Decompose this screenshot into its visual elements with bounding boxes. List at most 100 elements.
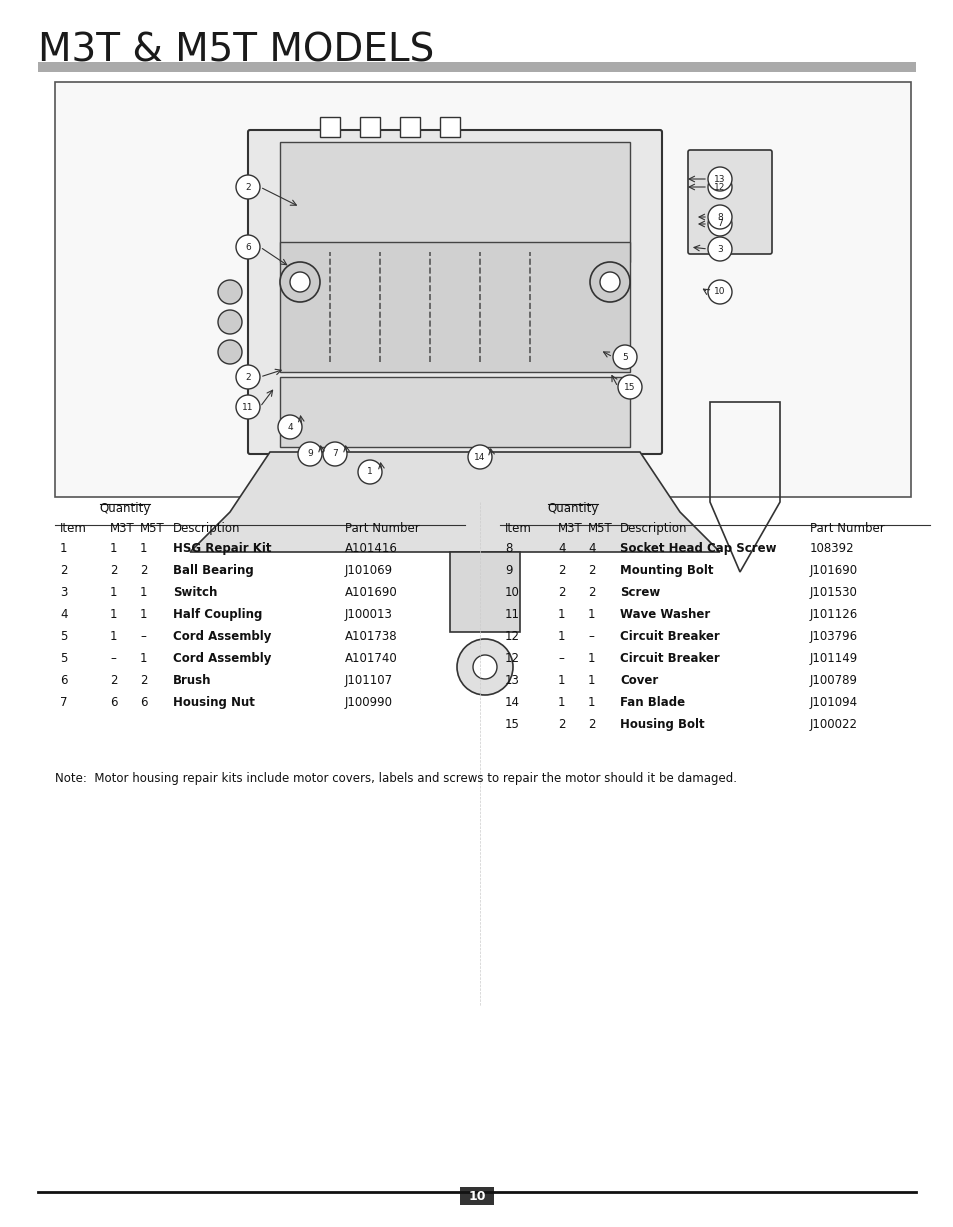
Bar: [359, 117, 379, 137]
Text: 1: 1: [558, 674, 565, 687]
Text: 7: 7: [332, 449, 337, 459]
Circle shape: [280, 263, 319, 302]
Bar: [399, 117, 419, 137]
Text: Note:  Motor housing repair kits include motor covers, labels and screws to repa: Note: Motor housing repair kits include …: [55, 772, 737, 785]
Text: Screw: Screw: [619, 587, 659, 599]
Text: 14: 14: [504, 696, 519, 709]
Text: Brush: Brush: [172, 674, 212, 687]
Text: 2: 2: [110, 674, 117, 687]
Text: –: –: [110, 652, 115, 665]
Text: 1: 1: [558, 629, 565, 643]
Text: 3: 3: [717, 244, 722, 254]
Text: Switch: Switch: [172, 587, 217, 599]
Circle shape: [707, 237, 731, 261]
Text: 6: 6: [60, 674, 68, 687]
Text: J100789: J100789: [809, 674, 857, 687]
Text: 1: 1: [140, 542, 148, 555]
Text: 6: 6: [245, 243, 251, 252]
Text: J101126: J101126: [809, 609, 858, 621]
Circle shape: [468, 445, 492, 469]
Text: 1: 1: [140, 609, 148, 621]
Text: A101690: A101690: [345, 587, 397, 599]
Text: 12: 12: [714, 183, 725, 191]
Text: 8: 8: [717, 212, 722, 222]
Text: Cord Assembly: Cord Assembly: [172, 629, 271, 643]
Text: 5: 5: [60, 629, 68, 643]
Text: 7: 7: [60, 696, 68, 709]
Text: 1: 1: [110, 587, 117, 599]
Text: Wave Washer: Wave Washer: [619, 609, 709, 621]
Text: J101530: J101530: [809, 587, 857, 599]
Text: 10: 10: [468, 1190, 485, 1204]
Text: 11: 11: [242, 402, 253, 411]
Text: 4: 4: [558, 542, 565, 555]
Text: Circuit Breaker: Circuit Breaker: [619, 652, 719, 665]
Circle shape: [235, 175, 260, 199]
Text: 4: 4: [587, 542, 595, 555]
Circle shape: [218, 310, 242, 334]
Text: Socket Head Cap Screw: Socket Head Cap Screw: [619, 542, 776, 555]
Text: 1: 1: [587, 652, 595, 665]
Text: HSG Repair Kit: HSG Repair Kit: [172, 542, 272, 555]
Text: 14: 14: [474, 453, 485, 461]
Text: 1: 1: [558, 696, 565, 709]
Text: 1: 1: [140, 652, 148, 665]
Text: 4: 4: [60, 609, 68, 621]
Text: M5T: M5T: [587, 521, 612, 535]
Bar: [280, 377, 629, 447]
Text: –: –: [587, 629, 594, 643]
Circle shape: [323, 442, 347, 466]
Text: 13: 13: [504, 674, 519, 687]
Circle shape: [218, 280, 242, 304]
Text: Cover: Cover: [619, 674, 658, 687]
Text: 5: 5: [621, 352, 627, 362]
Text: 2: 2: [587, 587, 595, 599]
Text: 6: 6: [140, 696, 148, 709]
Text: M5T: M5T: [140, 521, 165, 535]
Bar: [55, 82, 910, 497]
Text: A101738: A101738: [345, 629, 397, 643]
Text: 2: 2: [587, 718, 595, 731]
Circle shape: [707, 205, 731, 229]
Circle shape: [613, 345, 637, 369]
Text: 1: 1: [587, 609, 595, 621]
Circle shape: [218, 340, 242, 364]
Text: 2: 2: [140, 564, 148, 577]
Circle shape: [290, 272, 310, 292]
Bar: [459, 1187, 494, 1205]
Text: J101069: J101069: [345, 564, 393, 577]
Text: M3T: M3T: [558, 521, 582, 535]
Text: 2: 2: [245, 373, 251, 382]
Text: 1: 1: [367, 467, 373, 476]
Text: 13: 13: [714, 174, 725, 184]
Text: Ball Bearing: Ball Bearing: [172, 564, 253, 577]
Bar: [319, 117, 339, 137]
Text: 9: 9: [307, 449, 313, 459]
Text: M3T & M5T MODELS: M3T & M5T MODELS: [38, 32, 434, 70]
Text: Circuit Breaker: Circuit Breaker: [619, 629, 719, 643]
Text: A101416: A101416: [345, 542, 397, 555]
Text: Mounting Bolt: Mounting Bolt: [619, 564, 713, 577]
Text: 9: 9: [504, 564, 512, 577]
Text: 2: 2: [110, 564, 117, 577]
Circle shape: [277, 415, 302, 439]
Text: 1: 1: [558, 609, 565, 621]
Text: –: –: [558, 652, 563, 665]
Text: Item: Item: [60, 521, 87, 535]
Circle shape: [473, 655, 497, 679]
Circle shape: [235, 364, 260, 389]
Circle shape: [235, 395, 260, 418]
Polygon shape: [190, 452, 720, 552]
Text: Quantity: Quantity: [99, 502, 151, 515]
Text: A101740: A101740: [345, 652, 397, 665]
Text: J101149: J101149: [809, 652, 858, 665]
Bar: [280, 242, 629, 372]
Text: 2: 2: [558, 718, 565, 731]
Text: J101094: J101094: [809, 696, 858, 709]
Text: 15: 15: [623, 383, 635, 391]
Text: Description: Description: [172, 521, 240, 535]
Text: Quantity: Quantity: [547, 502, 598, 515]
Text: 10: 10: [714, 287, 725, 297]
Text: 2: 2: [558, 587, 565, 599]
Bar: [280, 142, 629, 263]
